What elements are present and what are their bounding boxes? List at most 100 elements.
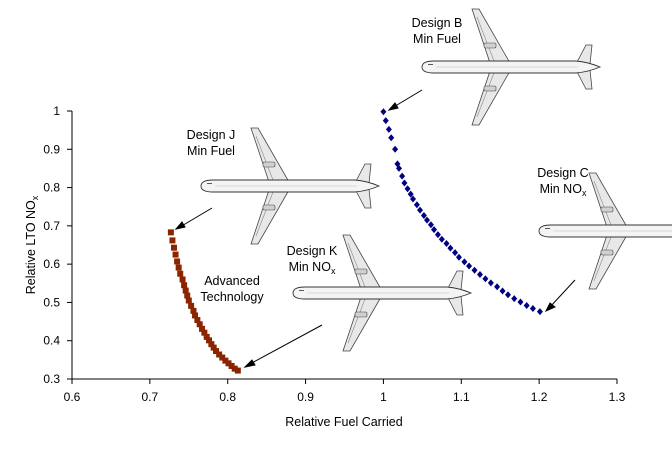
x-tick-label: 1.3 (609, 390, 626, 404)
y-tick-label: 0.8 (43, 181, 60, 195)
data-point-series-2 (443, 239, 450, 247)
annotation-design-k: Design K Min NOx (287, 244, 338, 276)
x-tick-label: 0.6 (64, 390, 81, 404)
arrow-head (174, 221, 186, 230)
data-point-series-2 (392, 145, 399, 153)
data-point-series-2 (523, 301, 530, 309)
data-point-series-2 (420, 212, 427, 220)
arrow-design-b (391, 89, 423, 109)
data-point-series-2 (407, 190, 414, 198)
annotation-design-b: Design B Min Fuel (412, 16, 463, 46)
arrow-head (243, 359, 256, 368)
svg-text:Design J: Design J (187, 128, 236, 142)
data-point-series-1 (203, 333, 210, 340)
data-point-series-1 (234, 367, 241, 374)
svg-text:Min Fuel: Min Fuel (187, 144, 235, 158)
data-point-series-2 (438, 235, 445, 243)
data-point-series-1 (192, 312, 199, 319)
y-tick-label: 0.7 (43, 219, 60, 233)
data-point-series-2 (466, 262, 473, 270)
data-point-series-1 (170, 244, 177, 251)
svg-text:Technology: Technology (200, 290, 264, 304)
x-axis-title: Relative Fuel Carried (285, 415, 402, 429)
data-point-series-2 (399, 172, 406, 180)
data-point-series-1 (216, 351, 223, 358)
data-point-series-1 (199, 325, 206, 332)
data-point-series-2 (388, 134, 395, 142)
data-point-series-1 (222, 357, 229, 364)
data-point-series-1 (206, 337, 213, 344)
y-axis-title: Relative LTO NOx (24, 195, 40, 294)
x-tick-label: 1 (380, 390, 387, 404)
data-point-series-2 (385, 125, 392, 133)
y-tick-label: 0.9 (43, 142, 60, 156)
data-point-series-2 (410, 195, 417, 203)
data-point-series-2 (424, 216, 431, 224)
y-tick-label: 0.3 (43, 372, 60, 386)
data-point-series-1 (210, 344, 217, 351)
data-point-series-1 (169, 237, 176, 244)
data-point-series-1 (201, 329, 208, 336)
x-tick-label: 0.7 (142, 390, 159, 404)
data-point-series-1 (213, 348, 220, 355)
annotation-advanced-technology: Advanced Technology (200, 274, 264, 304)
data-point-series-2 (461, 258, 468, 266)
data-point-series-2 (476, 270, 483, 278)
data-point-series-2 (536, 308, 543, 316)
data-point-series-2 (471, 266, 478, 274)
x-tick-label: 0.9 (297, 390, 314, 404)
data-point-series-2 (499, 287, 506, 295)
svg-text:Min NOx: Min NOx (289, 260, 336, 276)
data-point-series-1 (219, 354, 226, 361)
data-point-series-2 (417, 206, 424, 214)
svg-text:Design C: Design C (537, 166, 588, 180)
arrow-design-j (179, 207, 213, 228)
data-point-series-2 (455, 253, 462, 261)
annotation-design-c: Design C Min NOx (537, 166, 588, 198)
arrow-head (544, 302, 556, 313)
data-point-series-1 (194, 317, 201, 324)
data-point-series-1 (188, 302, 195, 309)
arrow-head (387, 102, 399, 111)
x-tick-label: 1.1 (453, 390, 470, 404)
y-tick-label: 0.4 (43, 334, 60, 348)
svg-text:Min Fuel: Min Fuel (413, 32, 461, 46)
data-point-series-1 (175, 264, 182, 271)
annotation-design-j: Design J Min Fuel (187, 128, 236, 158)
data-point-series-2 (431, 226, 438, 234)
data-point-series-2 (404, 185, 411, 193)
data-point-series-1 (181, 282, 188, 289)
data-point-series-1 (167, 229, 174, 236)
data-point-series-2 (427, 221, 434, 229)
data-point-series-1 (182, 287, 189, 294)
y-tick-label: 0.5 (43, 295, 60, 309)
svg-text:Design K: Design K (287, 244, 338, 258)
svg-text:Advanced: Advanced (204, 274, 260, 288)
arrow-design-c (549, 279, 576, 308)
arrow-design-k (249, 324, 323, 365)
y-tick-label: 1 (53, 104, 60, 118)
data-point-series-2 (511, 295, 518, 303)
y-tick-label: 0.6 (43, 257, 60, 271)
data-point-series-1 (177, 270, 184, 277)
data-point-series-2 (505, 291, 511, 299)
data-point-series-1 (172, 251, 179, 258)
data-point-series-1 (225, 360, 232, 367)
data-point-series-2 (452, 249, 459, 257)
x-tick-label: 0.8 (219, 390, 236, 404)
data-point-series-2 (517, 298, 524, 306)
data-point-series-1 (185, 297, 192, 304)
svg-text:Design B: Design B (412, 16, 463, 30)
data-point-series-1 (174, 258, 181, 265)
data-point-series-1 (208, 341, 215, 348)
svg-text:Min NOx: Min NOx (540, 182, 587, 198)
data-point-series-1 (179, 276, 186, 283)
data-point-series-1 (184, 292, 191, 299)
data-point-series-2 (482, 275, 489, 283)
data-point-series-2 (380, 108, 387, 116)
data-point-series-2 (401, 179, 408, 187)
data-point-series-2 (447, 244, 454, 252)
data-point-series-1 (190, 307, 197, 314)
data-point-series-2 (494, 283, 501, 291)
